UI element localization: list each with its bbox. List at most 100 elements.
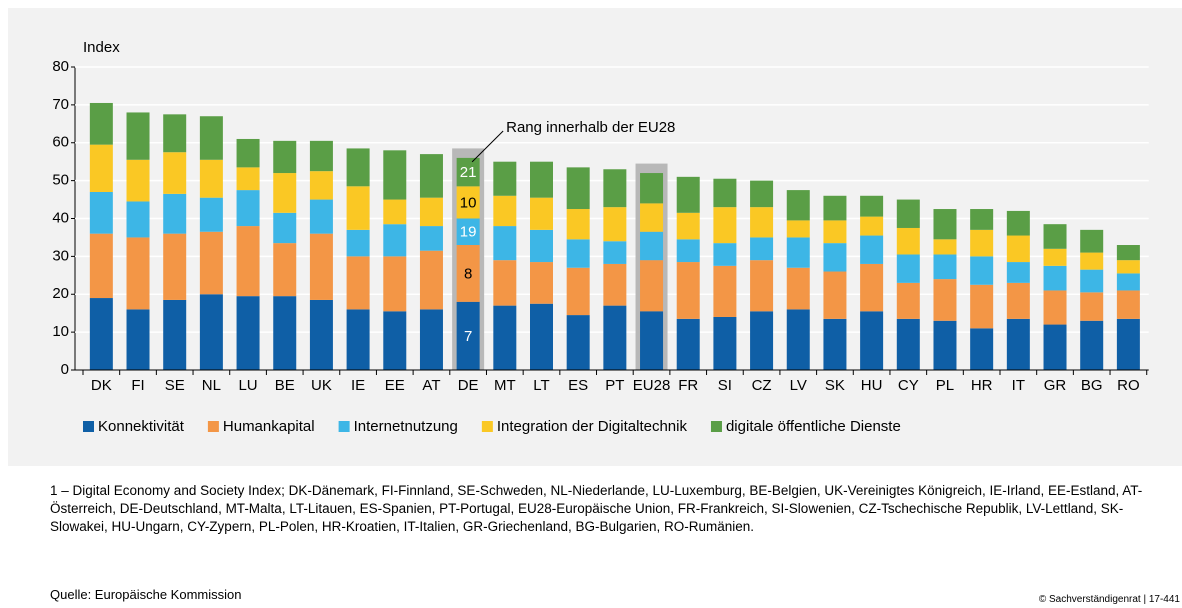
copyright: © Sachverständigenrat | 17-441 xyxy=(1038,594,1180,605)
rank-label: 10 xyxy=(460,194,477,211)
bar-segment xyxy=(383,256,407,312)
bar-segment xyxy=(1080,269,1104,293)
bar-segment xyxy=(530,303,553,370)
x-tick-label: SK xyxy=(825,377,845,394)
y-tick-label: 20 xyxy=(52,285,69,302)
bar-segment xyxy=(309,199,333,234)
x-tick-label: DK xyxy=(91,377,112,394)
bar-segment xyxy=(1116,245,1140,261)
bar-segment xyxy=(1006,318,1030,370)
bar-segment xyxy=(750,207,774,238)
bar-segment xyxy=(126,112,150,160)
bar-segment xyxy=(163,299,187,370)
y-tick-label: 40 xyxy=(52,209,69,226)
x-tick-label: FR xyxy=(678,377,698,394)
bar-segment xyxy=(199,231,223,295)
bar-segment xyxy=(1116,273,1140,291)
bar-segment xyxy=(786,220,810,238)
bar-segment xyxy=(383,311,407,370)
bar-segment xyxy=(603,169,627,208)
bar-segment xyxy=(456,245,480,302)
bar-segment xyxy=(713,316,737,370)
bar-segment xyxy=(236,190,260,227)
bar-segment xyxy=(1116,260,1140,274)
bar-segment xyxy=(713,243,737,266)
bar-segment xyxy=(309,171,333,200)
x-tick-label: RO xyxy=(1117,377,1140,394)
bar-segment xyxy=(970,284,994,329)
bar-segment xyxy=(456,218,480,246)
bar-segment xyxy=(896,199,920,228)
bar-segment xyxy=(750,311,774,370)
x-tick-label: CY xyxy=(898,377,919,394)
bar-segment xyxy=(713,178,737,208)
bar-segment xyxy=(1116,318,1140,370)
bar-segment xyxy=(163,152,187,194)
bar-segment xyxy=(273,212,297,244)
legend-label: Integration der Digitaltechnik xyxy=(497,418,688,435)
bar-segment xyxy=(309,140,333,172)
legend-label: Internetnutzung xyxy=(354,418,458,435)
bar-segment xyxy=(970,256,994,285)
x-tick-label: IT xyxy=(1012,377,1025,394)
rank-label: 7 xyxy=(464,328,472,345)
x-tick-label: HU xyxy=(861,377,883,394)
bar-segment xyxy=(236,226,260,297)
bar-segment xyxy=(970,209,994,230)
bar-segment xyxy=(676,176,700,213)
bar-segment xyxy=(383,150,407,200)
bar-segment xyxy=(970,328,994,370)
bar-segment xyxy=(530,161,553,198)
x-tick-label: SE xyxy=(165,377,185,394)
legend-label: Humankapital xyxy=(223,418,315,435)
bar-segment xyxy=(419,250,443,310)
bar-segment xyxy=(1043,224,1067,249)
bar-segment xyxy=(236,296,260,370)
bar-segment xyxy=(383,224,407,257)
bar-segment xyxy=(896,282,920,319)
annotation-line xyxy=(471,130,504,163)
bar-segment xyxy=(566,167,590,210)
bar-segment xyxy=(823,318,847,370)
bar-segment xyxy=(346,148,370,187)
bar-segment xyxy=(713,265,737,317)
bar-segment xyxy=(419,226,443,251)
bar-segment xyxy=(896,318,920,370)
footnote: 1 – Digital Economy and Society Index; D… xyxy=(50,483,1143,534)
bar-segment xyxy=(1080,252,1104,270)
y-tick-label: 10 xyxy=(52,323,69,340)
annotation-text: Rang innerhalb der EU28 xyxy=(506,119,675,136)
x-tick-label: NL xyxy=(202,377,221,394)
bar-segment xyxy=(493,161,517,196)
bar-segment xyxy=(566,267,590,316)
rank-label: 8 xyxy=(464,265,472,282)
x-tick-label: SI xyxy=(718,377,732,394)
x-tick-label: UK xyxy=(311,377,332,394)
bar-segment xyxy=(786,190,810,221)
bar-segment xyxy=(786,237,810,268)
bar-segment xyxy=(676,212,700,240)
bar-segment xyxy=(896,254,920,283)
bar-segment xyxy=(493,305,517,370)
bar-segment xyxy=(199,116,223,160)
bar-segment xyxy=(199,294,223,370)
bar-segment xyxy=(493,260,517,306)
bar-segment xyxy=(640,231,664,261)
x-tick-label: GR xyxy=(1044,377,1067,394)
legend-label: digitale öffentliche Dienste xyxy=(726,418,901,435)
bar-segment xyxy=(530,262,553,304)
chart: Index 0 10 20 30 40 50 60 70 80 DK FI SE NL LU BE UK IE E… xyxy=(8,8,1182,466)
bar-segment xyxy=(1006,210,1030,236)
x-tick-label: MT xyxy=(494,377,516,394)
bar-segment xyxy=(1080,229,1104,253)
bar-segment xyxy=(273,243,297,297)
x-tick-label: EE xyxy=(385,377,405,394)
legend-label: Konnektivität xyxy=(98,418,185,435)
bar-segment xyxy=(199,197,223,232)
bar-segment xyxy=(603,207,627,242)
bar-segment xyxy=(750,180,774,208)
bar-segment xyxy=(1006,282,1030,319)
bar-segment xyxy=(786,267,810,310)
bar-segment xyxy=(126,237,150,310)
bar-segment xyxy=(566,239,590,268)
